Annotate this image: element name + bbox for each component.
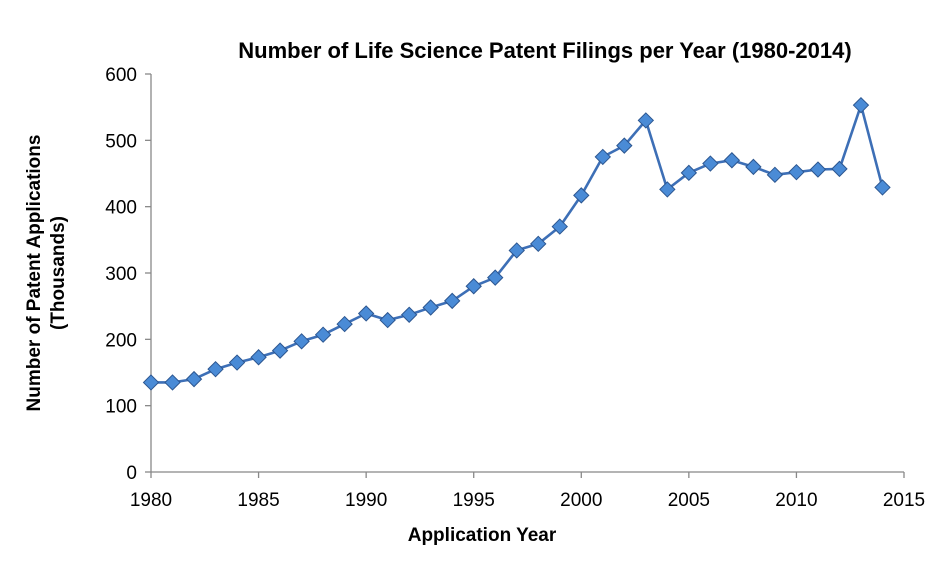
y-tick-label: 400 (105, 198, 137, 219)
y-tick-label: 200 (105, 330, 137, 351)
data-point-marker (164, 374, 181, 391)
x-tick-label: 1990 (345, 490, 387, 511)
data-point-marker (530, 235, 547, 253)
y-axis-title: Number of Patent Applications (Thousands… (24, 135, 69, 412)
data-point-marker (293, 333, 310, 350)
x-tick-label: 1995 (453, 490, 495, 511)
data-point-marker (185, 370, 203, 388)
data-point-marker (443, 292, 461, 310)
data-point-marker (357, 305, 375, 322)
data-point-marker (271, 342, 289, 359)
data-point-marker (551, 218, 568, 235)
y-tick-label: 100 (105, 397, 137, 418)
data-point-marker (766, 166, 784, 184)
y-tick-label: 500 (105, 131, 137, 152)
y-axis-title-line-1: Number of Patent Applications (24, 135, 45, 412)
data-point-marker (573, 187, 590, 204)
y-tick-label: 600 (105, 65, 137, 86)
data-point-marker (702, 155, 719, 172)
data-point-marker (831, 160, 848, 178)
y-tick-label: 300 (105, 264, 137, 285)
y-tick-label: 0 (126, 463, 137, 484)
x-tick-label: 1980 (130, 490, 172, 511)
data-point-marker (616, 137, 633, 154)
data-point-marker (142, 374, 160, 391)
x-tick-label: 2005 (668, 490, 710, 511)
data-point-marker (852, 96, 870, 114)
data-point-marker (637, 112, 655, 129)
data-point-marker (207, 360, 224, 378)
data-point-marker (487, 269, 504, 286)
data-point-marker (723, 152, 741, 169)
data-point-marker (680, 164, 698, 182)
y-axis-title-line-2: (Thousands) (48, 216, 69, 330)
data-point-marker (379, 311, 396, 329)
data-point-marker (594, 148, 612, 166)
chart-title: Number of Life Science Patent Filings pe… (238, 38, 851, 63)
data-point-marker (336, 315, 353, 333)
x-axis-title: Application Year (408, 525, 557, 546)
data-point-marker (250, 349, 267, 366)
data-point-marker (228, 354, 246, 371)
data-point-marker (400, 306, 418, 323)
data-point-marker (422, 299, 439, 316)
axes: 0 100 200 300 400 500 600 1980 1985 1990 1995 2000 2… (105, 65, 925, 511)
data-point-marker (508, 242, 525, 259)
data-point-marker (745, 158, 762, 176)
x-tick-label: 2010 (775, 490, 817, 511)
data-point-marker (465, 278, 482, 295)
data-point-marker (788, 163, 805, 181)
plot-series (142, 96, 891, 391)
data-point-marker (809, 161, 827, 178)
data-point-marker (874, 179, 891, 196)
x-tick-label: 2000 (560, 490, 602, 511)
x-tick-label: 2015 (883, 490, 925, 511)
x-tick-label: 1985 (237, 490, 279, 511)
data-point-marker (659, 181, 676, 198)
data-point-marker (314, 326, 332, 343)
